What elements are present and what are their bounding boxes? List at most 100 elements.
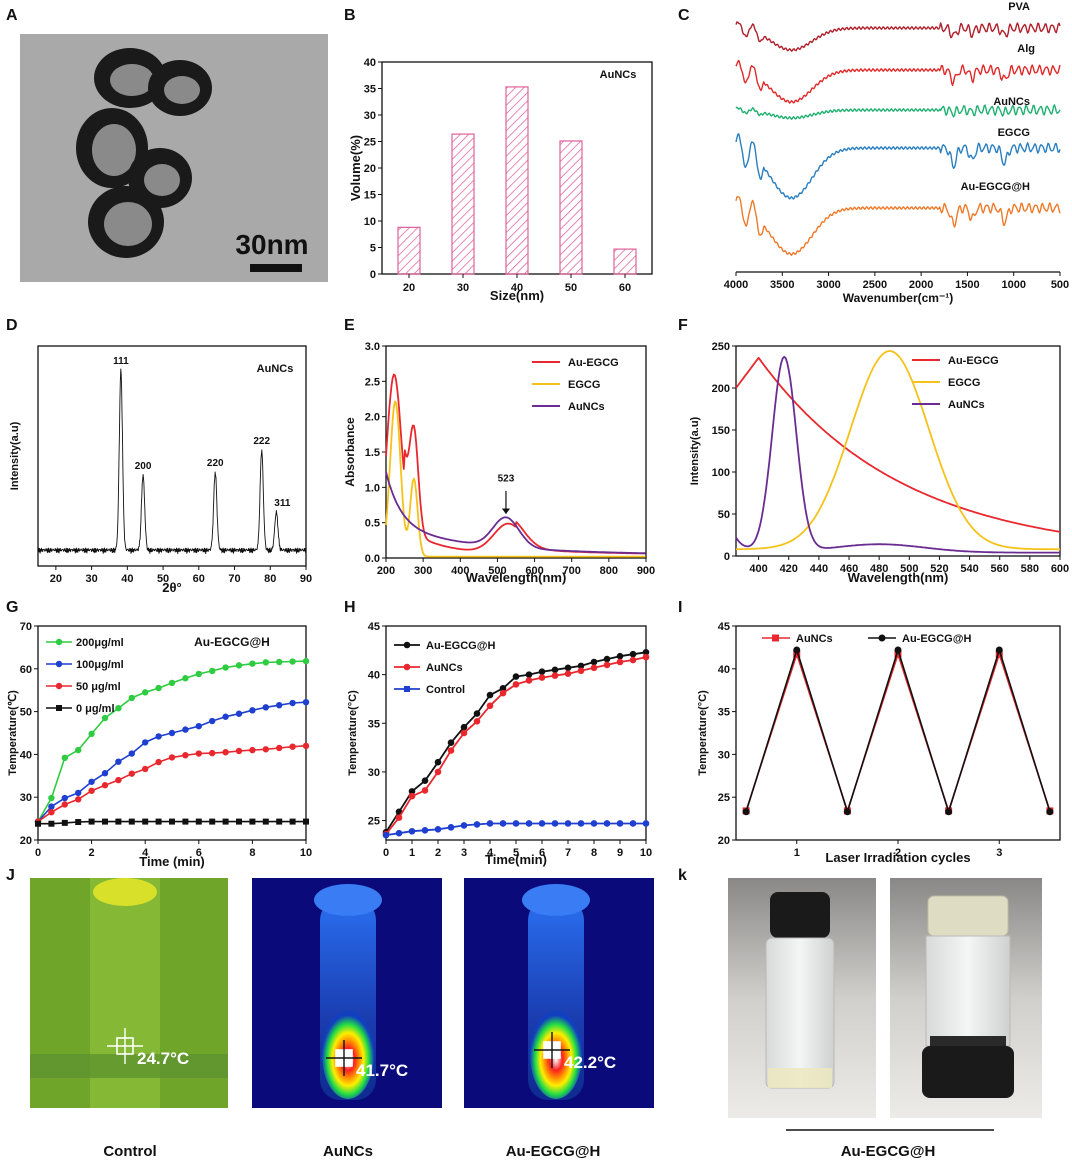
data-point [48, 820, 55, 827]
x-tick-label: 700 [563, 565, 581, 577]
data-point [590, 658, 598, 666]
data-point [249, 818, 256, 825]
data-point [577, 820, 585, 827]
data-point [793, 646, 801, 654]
data-point [88, 787, 95, 794]
y-tick-label: 20 [20, 835, 32, 847]
x-tick-label: 300 [414, 565, 432, 577]
data-point [168, 729, 176, 737]
data-point [128, 770, 135, 777]
y-tick-label: 5 [370, 243, 376, 255]
y-tick-label: 25 [718, 792, 730, 804]
chart-label: AuNCs [600, 69, 637, 81]
data-point [434, 826, 442, 833]
data-point [577, 662, 585, 670]
data-point [276, 701, 283, 709]
data-point [222, 818, 229, 825]
spectrum-label: AuNCs [993, 96, 1030, 108]
data-point [1046, 808, 1054, 816]
series-line [37, 701, 307, 823]
data-point [289, 699, 296, 707]
data-point [276, 658, 283, 666]
x-tick-label: 500 [900, 563, 918, 575]
data-point [421, 777, 429, 784]
data-point [538, 674, 546, 681]
legend-marker [55, 660, 63, 668]
data-point [945, 808, 953, 816]
data-point [538, 668, 546, 676]
panel-h-heating-curves: 0 1 2 3 4 5 6 7 8 9 102530354045Au-EGCG@HAuNCsCont… [347, 621, 652, 867]
data-point [421, 826, 429, 834]
spectrum-line [735, 355, 1060, 554]
x-tick-label: 2 [89, 847, 95, 859]
spectrum-line [385, 471, 646, 555]
legend-label: EGCG [568, 379, 600, 391]
data-point [195, 722, 202, 730]
data-point [629, 650, 637, 658]
spectrum-line [385, 400, 646, 558]
legend-marker [404, 686, 410, 692]
panel-j-thermal-images: 24.7°C 41.7°C 42.2°C Control AuNCs Au-EGCG@H [30, 878, 654, 1160]
peak-label: 222 [253, 436, 270, 447]
data-point [395, 814, 403, 821]
x-axis-label: Time(min) [485, 852, 547, 867]
axes-frame [735, 625, 1061, 841]
gel-plug [927, 895, 1009, 937]
y-tick-label: 10 [364, 216, 376, 228]
temperature-readout: 41.7°C [356, 1061, 408, 1080]
legend-label: 100μg/ml [76, 659, 124, 671]
y-tick-label: 250 [712, 341, 730, 353]
peak-label: 200 [135, 461, 152, 472]
x-axis-label: Wavelength(nm) [466, 570, 567, 585]
data-point [408, 788, 416, 795]
legend-marker [772, 634, 779, 642]
y-tick-label: 30 [364, 110, 376, 122]
spectrum-line [735, 104, 1061, 120]
data-point [473, 718, 481, 725]
data-point [538, 820, 546, 827]
legend-marker [56, 705, 62, 711]
x-tick-label: 400 [749, 563, 767, 575]
spectrum-line [735, 59, 1061, 104]
data-point [525, 671, 533, 678]
nanocage-core [144, 164, 180, 196]
data-point [101, 782, 109, 789]
data-point [48, 808, 55, 816]
y-tick-label: 40 [20, 749, 32, 761]
scale-bar-label: 30nm [235, 229, 308, 260]
y-tick-label: 30 [368, 767, 380, 779]
panel-letter: C [678, 7, 690, 24]
data-point [142, 765, 149, 773]
y-tick-label: 35 [718, 707, 730, 719]
data-point [88, 818, 95, 825]
panel-c-ftir: 4000 3500 3000 2500 2000 1500 1000 500 Wavenumbe… [724, 1, 1069, 305]
panel-letter: B [344, 7, 356, 24]
data-point [61, 754, 68, 762]
vial-residue [930, 1036, 1006, 1048]
x-tick-label: 1 [794, 847, 800, 859]
bar [559, 140, 583, 275]
y-tick-label: 2.5 [365, 376, 380, 388]
data-point [61, 801, 68, 808]
x-tick-label: 0 [383, 847, 389, 859]
data-point [235, 710, 243, 717]
legend-label: Au-EGCG@H [902, 633, 971, 645]
data-point [629, 656, 637, 664]
x-tick-label: 560 [991, 563, 1009, 575]
series-line [745, 649, 1051, 813]
x-tick-label: 50 [565, 282, 577, 294]
data-point [551, 672, 559, 679]
xrd-line [37, 368, 307, 555]
spectrum-line [736, 350, 1060, 551]
data-point [276, 744, 283, 752]
data-point [382, 831, 390, 839]
x-tick-label: 3500 [770, 279, 794, 291]
panel-i-cycles: 1 2 3 20 25 30 35 40 45 AuNCs Au-EGCG@H Laser Irrad… [697, 621, 1061, 865]
data-point [262, 818, 269, 825]
bar [505, 86, 529, 275]
spectrum-label: Alg [1017, 43, 1035, 55]
x-tick-label: 2500 [863, 279, 887, 291]
x-tick-label: 60 [619, 282, 631, 294]
y-tick-label: 50 [20, 707, 32, 719]
data-point [195, 818, 202, 825]
